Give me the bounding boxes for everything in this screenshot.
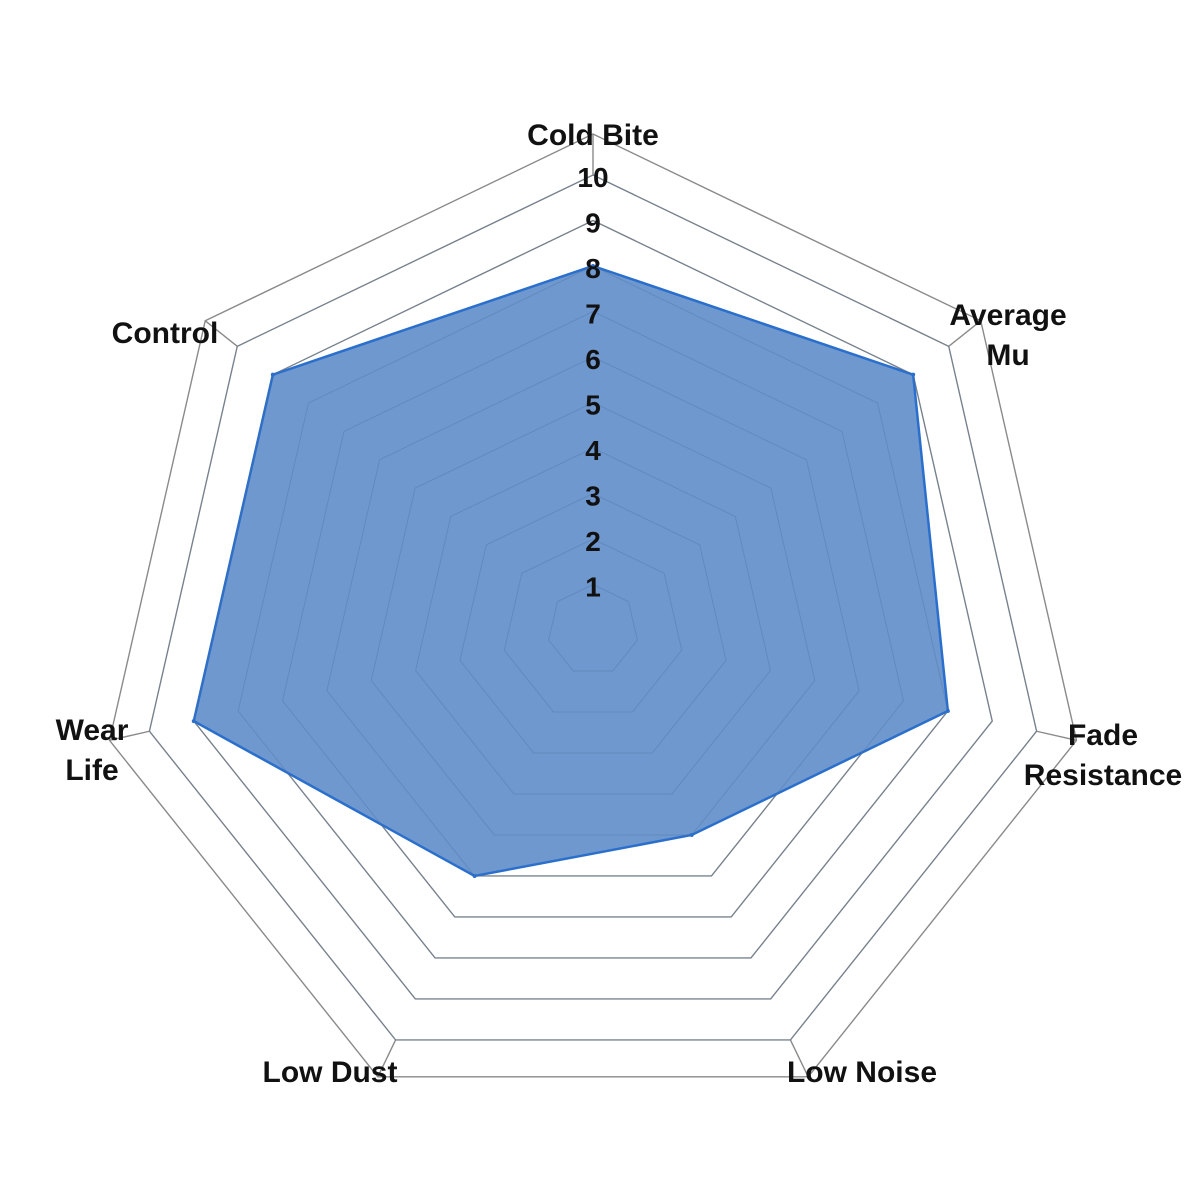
data-point-control	[270, 372, 275, 377]
grid-ring-overlay	[370, 401, 816, 836]
axis-label-cold-bite: Cold Bite	[527, 119, 659, 152]
tick-label: 6	[585, 344, 601, 375]
data-point-fade-resistance	[945, 708, 950, 713]
grid-ring-overlay	[459, 492, 727, 754]
grid-ring-overlay	[503, 538, 683, 713]
axis-label-line: Life	[65, 754, 118, 787]
tick-label: 2	[585, 526, 601, 557]
data-point-low-noise	[689, 832, 694, 837]
tick-label: 9	[585, 208, 601, 239]
axis-label-line: Low Noise	[787, 1056, 937, 1089]
grid-frame	[108, 133, 1078, 1078]
axis-spoke	[1036, 730, 1077, 742]
tick-label: 4	[585, 435, 601, 466]
axis-spoke	[204, 320, 238, 347]
tick-label: 5	[585, 390, 601, 421]
grid-ring-overlay	[148, 174, 1038, 1041]
axis-label-average-mu: Average Mu	[949, 299, 1066, 372]
data-point-wear-life	[191, 719, 196, 724]
axis-label-wear-life: Wear Life	[56, 714, 129, 787]
axis-label-control: Control	[112, 317, 219, 350]
axis-label-line: Mu	[986, 339, 1029, 372]
axis-label-low-dust: Low Dust	[263, 1056, 398, 1089]
axis-label-line: Control	[112, 317, 219, 350]
axis-label-fade-resistance: Fade Resistance	[1024, 719, 1182, 792]
grid-ring-overlay	[193, 219, 993, 1000]
tick-label: 3	[585, 481, 601, 512]
grid-ring-overlay	[281, 310, 905, 918]
tick-label: 7	[585, 299, 601, 330]
tick-label: 8	[585, 253, 601, 284]
grid-ring-overlay	[548, 583, 638, 672]
axis-spoke	[948, 320, 982, 347]
grid-ring-10	[148, 174, 1038, 1041]
tick-label: 1	[585, 572, 601, 603]
data-point-cold-bite	[591, 264, 595, 268]
grid-ring-overlay	[326, 356, 860, 877]
data-point-average-mu	[911, 372, 916, 377]
axis-label-line: Cold Bite	[527, 119, 659, 152]
axis-spoke	[377, 1039, 397, 1078]
axis-label-line: Average	[949, 299, 1066, 332]
axis-label-line: Resistance	[1024, 759, 1182, 792]
data-point-low-dust	[472, 873, 477, 878]
axis-label-line: Wear	[56, 714, 129, 747]
axis-label-line: Fade	[1068, 719, 1138, 752]
grid-ring-overlay	[237, 265, 949, 959]
axis-spoke	[789, 1039, 809, 1078]
grid-ring-overlay	[415, 447, 771, 795]
axis-spoke	[109, 730, 150, 742]
axis-label-low-noise: Low Noise	[787, 1056, 937, 1089]
data-series-area	[192, 264, 950, 878]
axis-label-line: Low Dust	[263, 1056, 398, 1089]
tick-label: 10	[577, 162, 608, 193]
